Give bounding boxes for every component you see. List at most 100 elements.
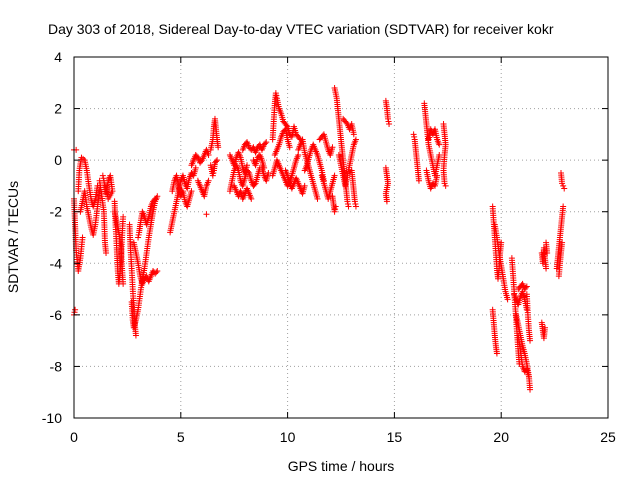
data-point — [152, 195, 159, 202]
y-tick-label: -2 — [50, 204, 63, 220]
data-point — [263, 139, 270, 146]
data-point — [386, 121, 393, 128]
data-point — [103, 249, 110, 256]
data-point — [384, 115, 391, 122]
data-point — [504, 296, 511, 303]
data-point — [72, 306, 79, 313]
y-tick-label: -10 — [42, 410, 62, 426]
axis-ticks — [73, 56, 609, 419]
data-point — [154, 268, 161, 275]
data-point — [210, 170, 217, 177]
data-point — [301, 182, 308, 189]
data-point — [498, 239, 505, 246]
data-point — [286, 144, 293, 151]
data-point — [244, 162, 251, 169]
data-point — [383, 198, 390, 205]
data-point — [436, 141, 443, 148]
data-point — [103, 182, 110, 189]
data-point — [100, 175, 107, 182]
y-tick-label: 0 — [54, 152, 62, 168]
plot-frame — [73, 56, 609, 419]
x-tick-label: 25 — [600, 429, 616, 445]
data-point — [153, 269, 160, 276]
data-point — [71, 309, 78, 316]
data-point — [559, 239, 566, 246]
data-point — [561, 185, 568, 192]
data-point — [273, 92, 280, 99]
data-point — [135, 231, 142, 238]
data-point — [434, 172, 441, 179]
data-point — [344, 200, 351, 207]
data-point — [442, 182, 449, 189]
data-point — [352, 136, 359, 143]
x-tick-label: 0 — [70, 429, 78, 445]
data-point — [329, 144, 336, 151]
data-point — [522, 284, 529, 291]
data-point — [314, 195, 321, 202]
data-point — [411, 133, 418, 140]
data-point — [331, 172, 338, 179]
data-point — [99, 172, 106, 179]
data-point — [350, 131, 357, 138]
data-point — [352, 200, 359, 207]
data-point — [523, 283, 530, 290]
x-tick-label: 20 — [493, 429, 509, 445]
data-point — [192, 164, 199, 171]
x-tick-label: 15 — [387, 429, 403, 445]
data-point — [205, 177, 212, 184]
data-point — [265, 170, 272, 177]
data-point — [296, 135, 303, 142]
data-point — [203, 211, 210, 218]
data-point — [410, 131, 417, 138]
data-point — [385, 118, 392, 125]
data-point — [527, 386, 534, 393]
data-point — [332, 206, 339, 213]
data-point — [209, 172, 216, 179]
y-tick-label: 2 — [54, 101, 62, 117]
y-tick-label: 4 — [54, 49, 62, 65]
data-point — [344, 198, 351, 205]
data-point — [193, 153, 200, 160]
data-point — [541, 324, 548, 331]
data-point — [331, 208, 338, 215]
data-point — [79, 234, 86, 241]
data-point — [441, 180, 448, 187]
data-point — [213, 158, 220, 165]
data-points — [71, 84, 568, 393]
data-point — [560, 182, 567, 189]
data-point — [332, 203, 339, 210]
data-point — [215, 144, 222, 151]
data-point — [415, 177, 422, 184]
data-point — [544, 249, 551, 256]
y-tick-label: -8 — [50, 358, 63, 374]
data-point — [214, 157, 221, 164]
data-point — [352, 203, 359, 210]
data-point — [283, 122, 290, 129]
data-point — [120, 280, 127, 287]
x-tick-label: 10 — [280, 429, 296, 445]
tick-labels: 0 5 10 15 20 25 -10 -8 -6 -4 -2 0 2 4 — [42, 49, 616, 445]
data-point — [343, 119, 350, 126]
data-point — [560, 203, 567, 210]
data-point — [251, 181, 258, 188]
data-point — [198, 158, 205, 165]
data-point — [262, 140, 269, 147]
y-axis-label: SDTVAR / TECUs — [5, 181, 21, 293]
data-point — [527, 337, 534, 344]
data-point — [543, 265, 550, 272]
chart-title: Day 303 of 2018, Sidereal Day-to-day VTE… — [48, 21, 554, 37]
data-point — [525, 373, 532, 380]
y-tick-label: -6 — [50, 307, 63, 323]
data-point — [493, 350, 500, 357]
data-point — [151, 197, 158, 204]
data-point — [559, 180, 566, 187]
data-point — [436, 151, 443, 158]
data-point — [295, 151, 302, 158]
y-tick-label: -4 — [50, 255, 63, 271]
data-point — [248, 195, 255, 202]
data-point — [132, 332, 139, 339]
data-point — [351, 198, 358, 205]
data-point — [135, 234, 142, 241]
x-tick-label: 5 — [177, 429, 185, 445]
